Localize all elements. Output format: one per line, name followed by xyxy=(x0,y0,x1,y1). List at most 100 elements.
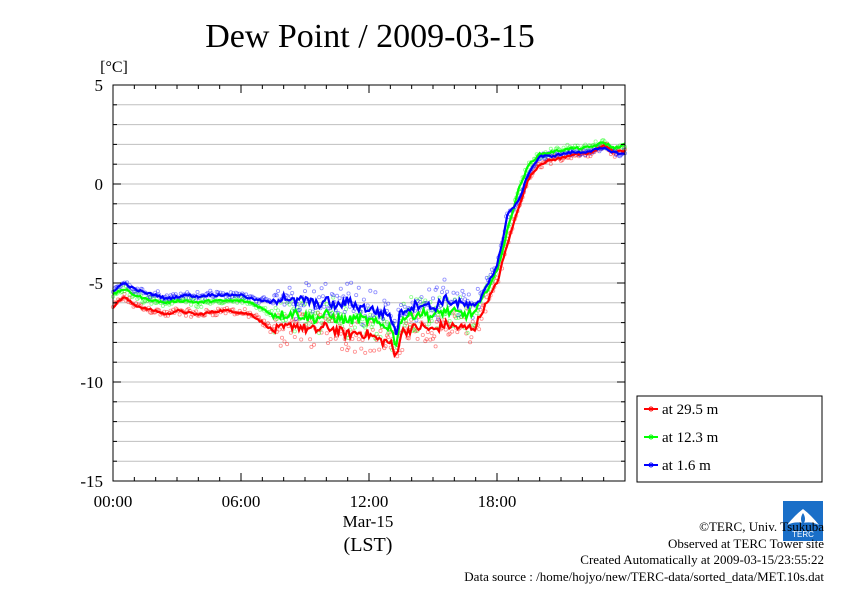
raw-point xyxy=(323,281,328,286)
raw-point xyxy=(427,321,432,326)
raw-point xyxy=(189,302,194,307)
raw-point xyxy=(231,307,236,312)
raw-point xyxy=(322,304,327,309)
raw-point xyxy=(382,298,387,303)
raw-point xyxy=(337,296,342,301)
raw-point xyxy=(395,354,400,359)
raw-point xyxy=(210,313,215,318)
raw-point xyxy=(453,316,458,321)
raw-point xyxy=(195,289,200,294)
raw-point xyxy=(414,318,419,323)
x-tick-label: 00:00 xyxy=(94,492,133,511)
raw-point xyxy=(288,294,293,299)
raw-point xyxy=(405,335,410,340)
raw-point xyxy=(291,306,296,311)
raw-point xyxy=(319,286,324,291)
raw-point xyxy=(432,334,437,339)
raw-point xyxy=(346,345,351,350)
raw-point xyxy=(548,146,553,151)
raw-point xyxy=(149,310,154,315)
copyright-text: ©TERC, Univ. Tsukuba xyxy=(699,519,824,534)
raw-point xyxy=(346,291,351,296)
raw-point xyxy=(461,292,466,297)
raw-point xyxy=(273,317,278,322)
raw-point xyxy=(465,330,470,335)
raw-point xyxy=(300,312,305,317)
raw-point xyxy=(363,325,368,330)
raw-point xyxy=(132,289,137,294)
raw-point xyxy=(363,350,368,355)
raw-point xyxy=(397,350,402,355)
raw-point xyxy=(148,310,153,315)
raw-point xyxy=(478,307,483,312)
raw-point xyxy=(213,313,218,318)
raw-point xyxy=(333,336,338,341)
raw-point xyxy=(331,295,336,300)
raw-point xyxy=(317,331,322,336)
raw-point xyxy=(320,294,325,299)
raw-point xyxy=(401,301,406,306)
x-tick-label: 12:00 xyxy=(350,492,389,511)
raw-point xyxy=(455,330,460,335)
raw-point xyxy=(274,293,279,298)
raw-point xyxy=(468,340,473,345)
raw-point xyxy=(338,286,343,291)
raw-point xyxy=(311,289,316,294)
raw-point xyxy=(273,305,278,310)
raw-point xyxy=(214,312,219,317)
raw-point xyxy=(168,308,173,313)
raw-point xyxy=(345,348,350,353)
raw-point xyxy=(200,297,205,302)
raw-point xyxy=(387,330,392,335)
raw-point xyxy=(359,346,364,351)
raw-point xyxy=(260,295,265,300)
raw-point xyxy=(306,283,311,288)
raw-point xyxy=(310,309,315,314)
raw-point xyxy=(164,293,169,298)
raw-point xyxy=(484,275,489,280)
raw-point xyxy=(325,340,330,345)
raw-point xyxy=(278,343,283,348)
raw-data-scatter xyxy=(111,137,628,359)
raw-point xyxy=(429,318,434,323)
raw-point xyxy=(199,304,204,309)
legend: at 29.5 m at 12.3 m at 1.6 m xyxy=(636,395,823,483)
raw-point xyxy=(555,145,560,150)
raw-point xyxy=(276,288,281,293)
y-tick-label: -5 xyxy=(89,274,103,293)
y-tick-label: -15 xyxy=(80,472,103,491)
raw-point xyxy=(443,327,448,332)
raw-point xyxy=(265,321,270,326)
raw-point xyxy=(612,154,617,159)
raw-point xyxy=(214,289,219,294)
raw-point xyxy=(382,319,387,324)
raw-point xyxy=(352,349,357,354)
raw-point xyxy=(223,311,228,316)
raw-point xyxy=(141,300,146,305)
raw-point xyxy=(208,288,213,293)
legend-label: at 12.3 m xyxy=(662,430,719,446)
y-tick-label: 5 xyxy=(95,76,104,95)
raw-point xyxy=(543,156,548,161)
raw-point xyxy=(242,307,247,312)
raw-point xyxy=(131,289,136,294)
raw-point xyxy=(343,341,348,346)
raw-point xyxy=(329,291,334,296)
raw-point xyxy=(311,342,316,347)
raw-point xyxy=(323,316,328,321)
raw-point xyxy=(122,291,127,296)
raw-point xyxy=(319,320,324,325)
raw-point xyxy=(325,317,330,322)
raw-point xyxy=(328,308,333,313)
raw-point xyxy=(269,308,274,313)
raw-point xyxy=(560,158,565,163)
raw-point xyxy=(127,293,132,298)
raw-point xyxy=(347,304,352,309)
raw-point xyxy=(324,302,329,307)
raw-point xyxy=(343,307,348,312)
raw-point xyxy=(396,307,401,312)
raw-point xyxy=(160,303,165,308)
raw-point xyxy=(464,331,469,336)
raw-point xyxy=(302,302,307,307)
